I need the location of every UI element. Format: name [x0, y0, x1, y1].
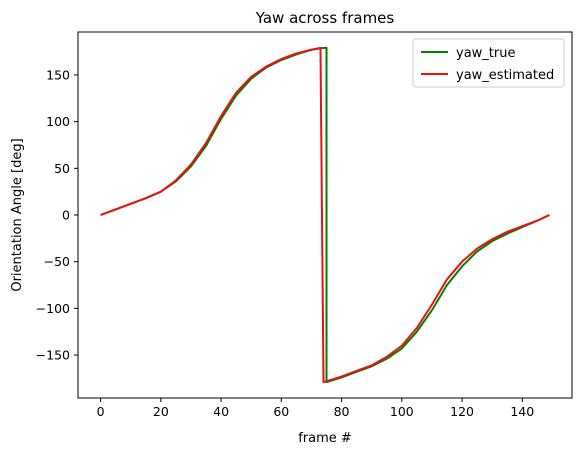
- x-tick-label: 0: [97, 404, 105, 419]
- y-tick-label: 0: [62, 208, 70, 223]
- x-tick-label: 80: [334, 404, 350, 419]
- x-tick-label: 40: [213, 404, 229, 419]
- y-axis-label: Orientation Angle [deg]: [10, 138, 25, 291]
- chart-title: Yaw across frames: [255, 9, 395, 27]
- series-line-yaw-estimated: [100, 46, 550, 384]
- y-tick-label: −100: [36, 301, 70, 316]
- y-tick-label: 50: [54, 161, 70, 176]
- x-tick-label: 60: [273, 404, 289, 419]
- x-axis-ticks: 0 20 40 60 80 100 120 140: [97, 398, 534, 419]
- series-line-yaw-true: [100, 46, 550, 384]
- x-tick-label: 20: [153, 404, 169, 419]
- x-tick-label: 100: [390, 404, 414, 419]
- x-tick-label: 120: [450, 404, 474, 419]
- x-axis-label: frame #: [298, 431, 352, 446]
- x-tick-label: 140: [510, 404, 534, 419]
- series-layer: [100, 46, 550, 384]
- y-tick-label: −50: [44, 254, 70, 269]
- y-axis-ticks: −150 −100 −50 0 50 100 150: [36, 67, 78, 363]
- legend: yaw_true yaw_estimated: [412, 38, 565, 88]
- legend-label-yaw-estimated: yaw_estimated: [456, 68, 554, 83]
- legend-box: [412, 38, 565, 88]
- plot-area: [100, 46, 550, 384]
- legend-label-yaw-true: yaw_true: [456, 46, 515, 61]
- y-tick-label: 150: [46, 67, 70, 82]
- y-tick-label: −150: [36, 348, 70, 363]
- y-tick-label: 100: [46, 114, 70, 129]
